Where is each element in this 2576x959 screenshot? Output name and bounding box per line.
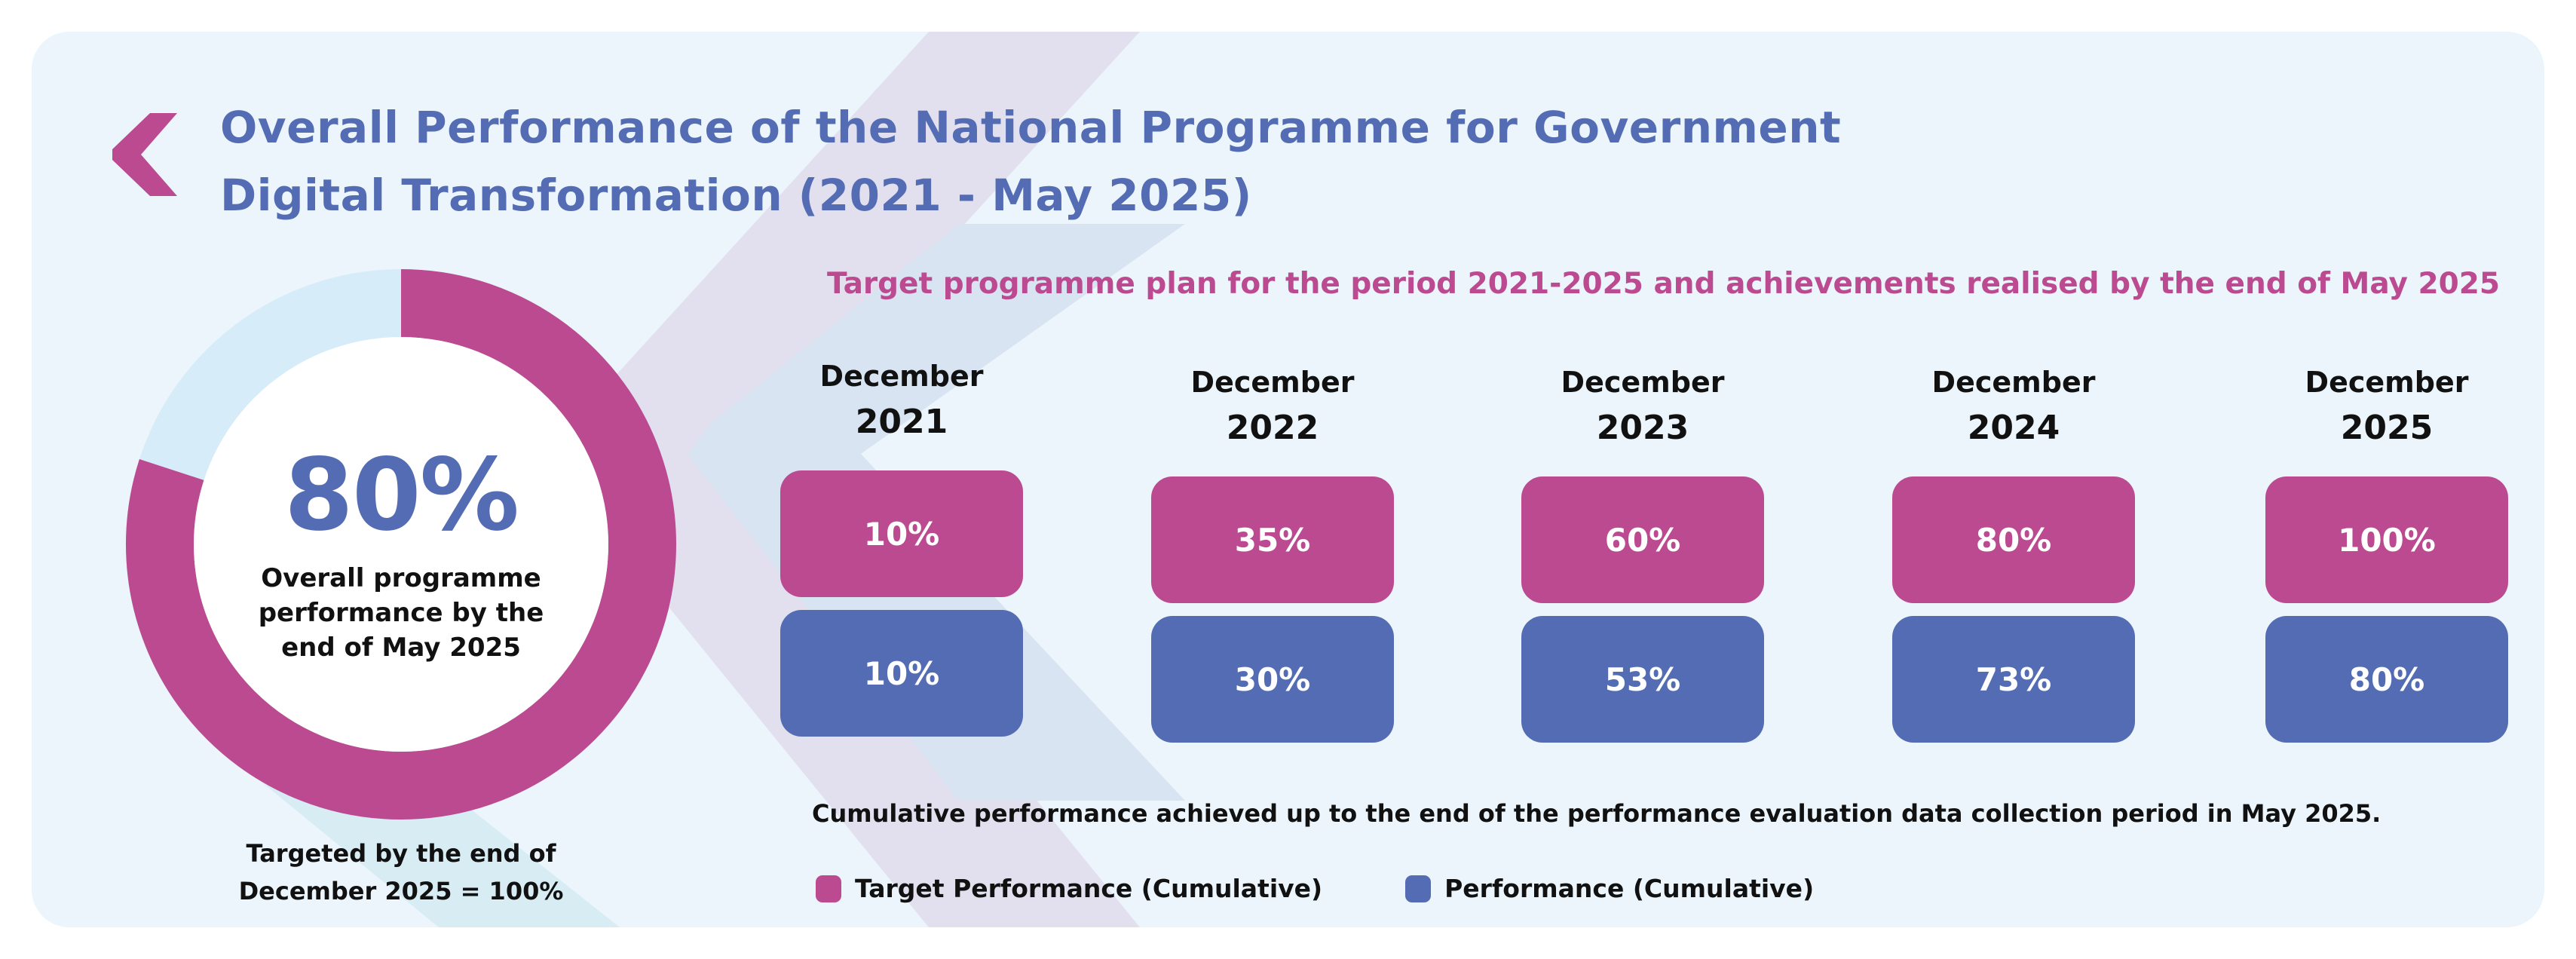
target-note: Targeted by the end of December 2025 = 1… [182, 835, 620, 910]
caption-line-1: Overall programme [261, 563, 541, 593]
donut-achieved-arc [126, 269, 676, 820]
legend-swatch-target [816, 875, 841, 902]
column-year: 2021 [855, 403, 948, 441]
year-column: December 2021 10% 10% [780, 357, 1023, 737]
target-value-box: 60% [1521, 476, 1764, 603]
donut-center-label: 80% Overall programme performance by the… [205, 439, 597, 665]
legend-item-target: Target Performance (Cumulative) [816, 870, 1322, 908]
column-year: 2024 [1967, 409, 2060, 447]
bg-chevron-medium [688, 224, 1185, 801]
caption-line-2: performance by the [258, 598, 544, 628]
title-line-2: Digital Transformation (2021 - May 2025) [220, 170, 1252, 221]
column-year: 2022 [1226, 409, 1319, 447]
actual-value-box: 30% [1151, 616, 1394, 743]
caption-line-3: end of May 2025 [281, 633, 521, 663]
legend-item-actual: Performance (Cumulative) [1405, 870, 1814, 908]
title-line-1: Overall Performance of the National Prog… [220, 102, 1842, 153]
year-column: December 2025 100% 80% [2265, 363, 2508, 743]
column-month: December [1561, 366, 1725, 399]
overall-donut-chart [126, 269, 676, 820]
footnote: Cumulative performance achieved up to th… [812, 799, 2381, 828]
actual-value-box: 80% [2265, 616, 2508, 743]
target-value-box: 10% [780, 470, 1023, 597]
target-value-box: 35% [1151, 476, 1394, 603]
donut-hole [194, 337, 608, 752]
target-value-box: 100% [2265, 476, 2508, 603]
column-year: 2025 [2340, 409, 2434, 447]
column-month: December [2305, 366, 2469, 399]
chevron-left-icon[interactable] [111, 113, 179, 196]
actual-value-box: 10% [780, 610, 1023, 737]
actual-value-box: 53% [1521, 616, 1764, 743]
target-note-line-2: December 2025 = 100% [238, 877, 564, 905]
legend-swatch-actual [1405, 875, 1432, 902]
target-note-line-1: Targeted by the end of [246, 839, 556, 868]
column-year: 2023 [1596, 409, 1689, 447]
actual-value-box: 73% [1892, 616, 2135, 743]
page-title: Overall Performance of the National Prog… [220, 93, 1954, 229]
legend-label-actual: Performance (Cumulative) [1444, 874, 1815, 903]
year-column: December 2024 80% 73% [1892, 363, 2135, 743]
year-column: December 2022 35% 30% [1151, 363, 1394, 743]
legend: Target Performance (Cumulative) Performa… [816, 870, 1897, 908]
column-month: December [819, 360, 984, 393]
overall-percentage: 80% [284, 437, 519, 553]
column-month: December [1190, 366, 1355, 399]
target-value-box: 80% [1892, 476, 2135, 603]
year-column: December 2023 60% 53% [1521, 363, 1764, 743]
section-subtitle: Target programme plan for the period 202… [827, 267, 2501, 301]
overall-caption: Overall programme performance by the end… [205, 561, 597, 665]
infographic-card: Overall Performance of the National Prog… [32, 32, 2544, 927]
legend-label-target: Target Performance (Cumulative) [855, 874, 1323, 903]
column-month: December [1931, 366, 2096, 399]
